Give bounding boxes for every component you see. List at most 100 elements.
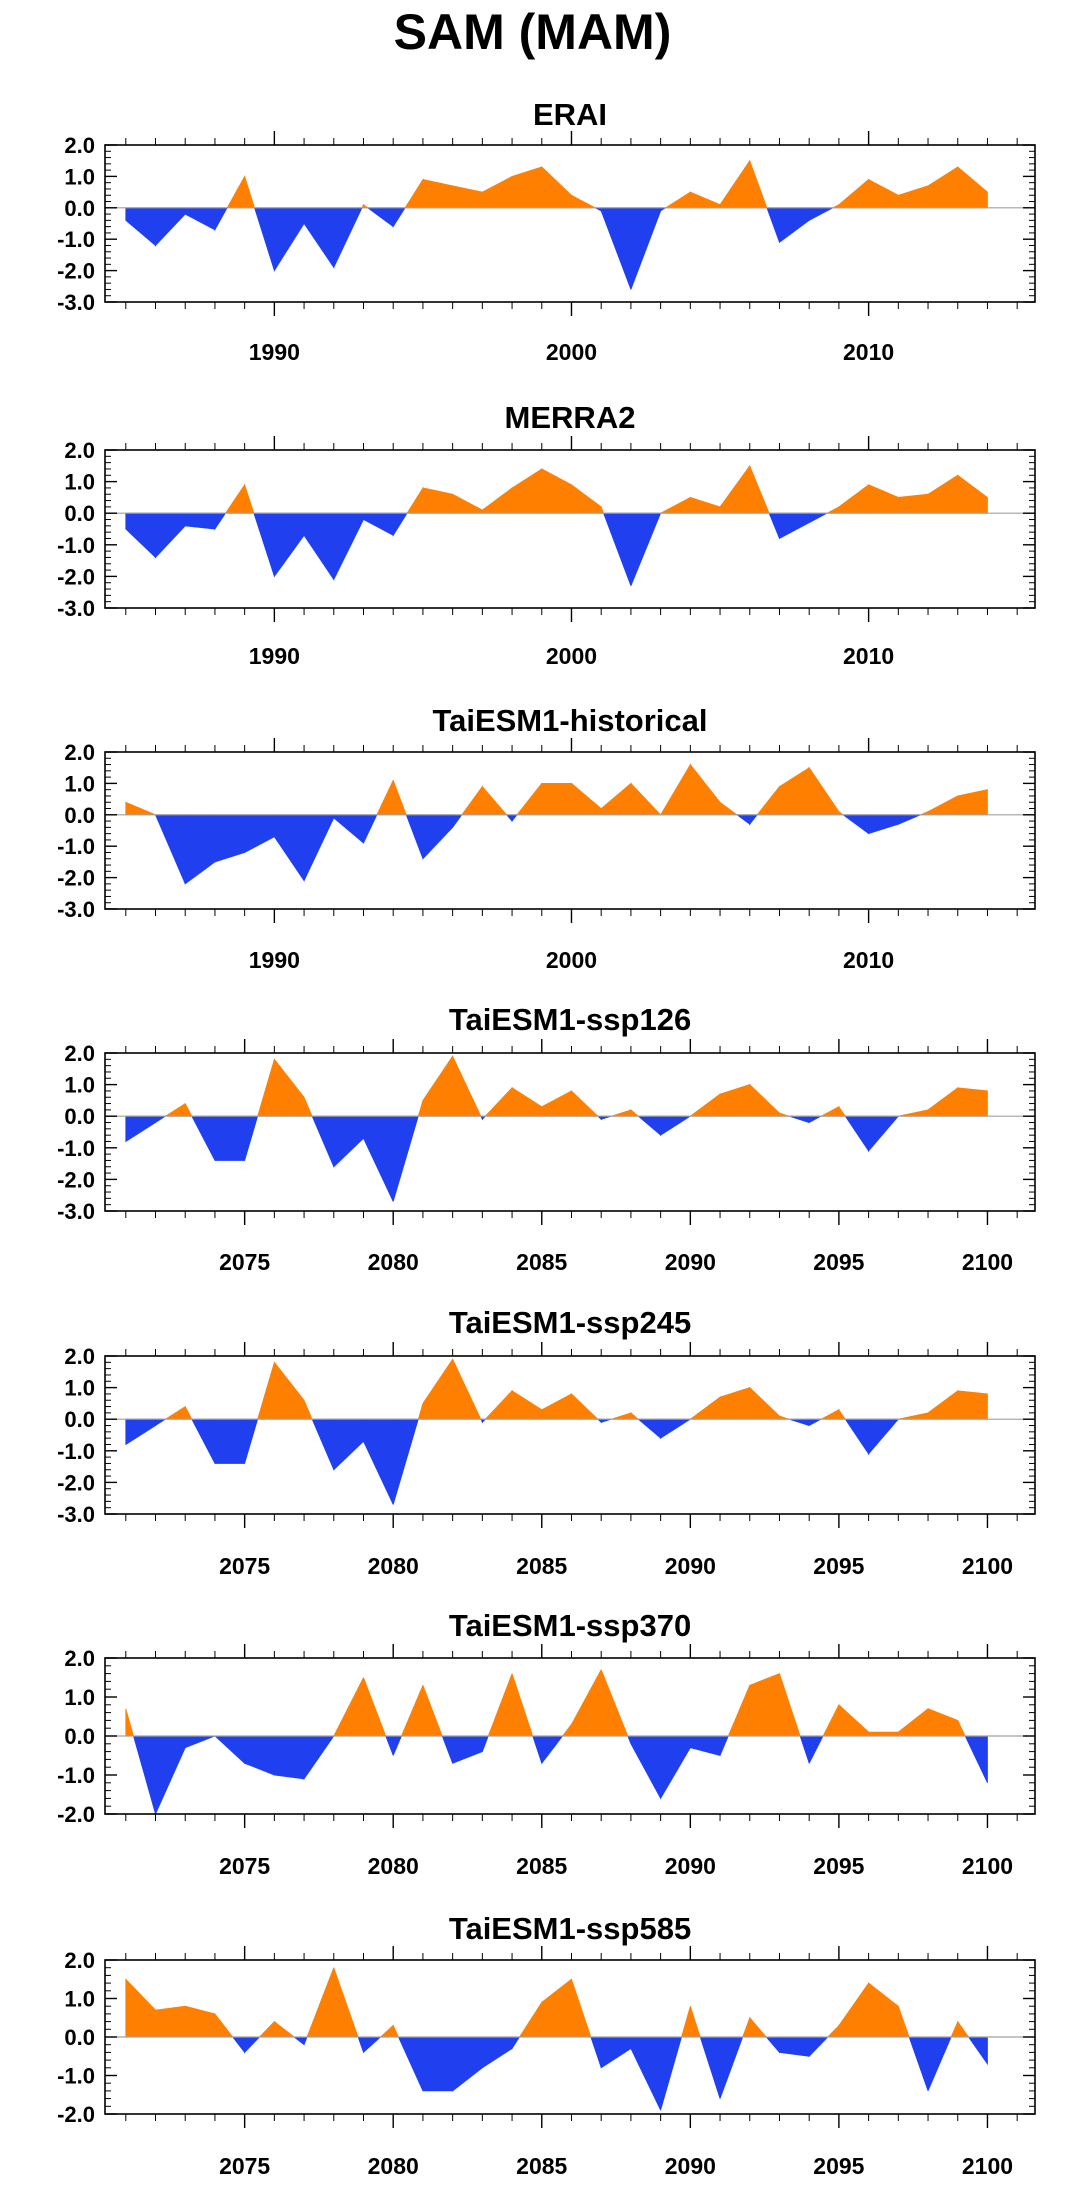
positive-area (422, 1357, 454, 1420)
x-tick-label: 2100 (962, 1853, 1013, 1879)
negative-area (735, 814, 751, 826)
x-tick-label: 2080 (368, 2153, 419, 2179)
negative-area (505, 814, 513, 823)
negative-area (637, 1418, 662, 1440)
positive-area (333, 1677, 364, 1737)
positive-area (184, 1103, 193, 1117)
positive-area (125, 1708, 135, 1737)
negative-area (766, 207, 780, 243)
negative-area (392, 1735, 403, 1756)
negative-area (214, 512, 227, 531)
negative-area (244, 814, 275, 854)
positive-area (749, 1386, 780, 1420)
positive-area (779, 766, 810, 816)
positive-area (659, 763, 691, 816)
negative-area (532, 1735, 543, 1764)
panel-3: TaiESM1-historical 2.0 1.0 0.0 -1.0 -2.0 -3.0 1… (57, 703, 1036, 973)
negative-area (789, 1115, 810, 1124)
plot-frame (104, 449, 1036, 609)
negative-area (808, 2036, 829, 2058)
negative-area (660, 1418, 692, 1439)
negative-area (749, 814, 759, 826)
x-tick-label: 2080 (368, 1553, 419, 1579)
y-tick-label: -2.0 (57, 259, 95, 284)
positive-area (749, 2016, 768, 2038)
negative-area (627, 1735, 632, 1744)
x-tick-label: 1990 (249, 339, 300, 365)
negative-area (311, 1115, 335, 1167)
negative-area (363, 814, 378, 844)
positive-area (518, 2000, 543, 2038)
negative-area (333, 1418, 364, 1471)
negative-area (841, 814, 870, 835)
positive-area (273, 2020, 296, 2038)
positive-area (957, 474, 988, 514)
positive-area (868, 484, 899, 514)
y-tick-label: 1.0 (64, 1376, 95, 1401)
positive-area (868, 1982, 899, 2038)
panel-5: TaiESM1-ssp245 2.0 1.0 0.0 -1.0 -2.0 -3.0 2075 2… (57, 1305, 1036, 1579)
positive-area (125, 1978, 156, 2038)
positive-area (822, 1704, 840, 1737)
positive-area (541, 783, 572, 816)
y-tick-label: 1.0 (64, 1685, 95, 1710)
positive-area (719, 1387, 751, 1420)
negative-area (719, 2036, 744, 2099)
positive-area (541, 1090, 572, 1117)
positive-area (689, 1396, 721, 1420)
x-tick-label: 2100 (962, 1553, 1013, 1579)
y-tick-label: -1.0 (57, 533, 95, 558)
positive-area (224, 483, 246, 514)
x-tick-label: 2085 (516, 1553, 567, 1579)
negative-area (779, 512, 810, 540)
positive-area (689, 2006, 701, 2038)
negative-area (303, 1735, 335, 1781)
y-tick-label: 1.0 (64, 771, 95, 796)
y-tick-label: 2.0 (64, 740, 95, 765)
positive-area (719, 159, 751, 209)
positive-area (600, 782, 632, 816)
positive-area (214, 2012, 234, 2038)
y-tick-label: -2.0 (57, 564, 95, 589)
negative-area (927, 2036, 952, 2092)
positive-area (927, 1708, 959, 1737)
positive-area (511, 1087, 543, 1117)
negative-area (214, 1115, 246, 1161)
negative-area (967, 2036, 988, 2066)
negative-area (808, 1418, 822, 1427)
y-tick-label: -3.0 (57, 897, 95, 922)
positive-area (600, 506, 605, 514)
negative-area (363, 1418, 394, 1505)
x-tick-label: 2090 (665, 1853, 716, 1879)
negative-area (630, 1735, 662, 1799)
positive-area (155, 2005, 186, 2038)
negative-area (303, 814, 335, 881)
positive-area (516, 782, 543, 816)
positive-area (571, 194, 596, 209)
positive-area (561, 1723, 572, 1737)
positive-area (897, 493, 929, 514)
x-tick-label: 2000 (546, 643, 597, 669)
x-tick-label: 2080 (368, 1249, 419, 1275)
y-tick-label: 0.0 (64, 1724, 95, 1749)
positive-area (749, 1083, 780, 1117)
positive-area (484, 1389, 513, 1420)
negative-area (273, 207, 305, 272)
y-tick-label: -1.0 (57, 1439, 95, 1464)
positive-area (664, 191, 691, 209)
y-tick-label: 0.0 (64, 1104, 95, 1129)
y-tick-label: -1.0 (57, 227, 95, 252)
panel-2: MERRA2 2.0 1.0 0.0 -1.0 -2.0 -3.0 1990 2000 2010 (57, 400, 1036, 669)
positive-area (422, 1054, 454, 1117)
panel-title: TaiESM1-ssp126 (449, 1002, 691, 1037)
negative-area (768, 512, 780, 539)
positive-area (749, 465, 770, 514)
positive-area (660, 496, 691, 514)
positive-area (719, 464, 751, 514)
negative-area (254, 207, 275, 271)
positive-area (306, 1967, 335, 2038)
negative-area (699, 2036, 721, 2099)
negative-area (689, 1735, 721, 1757)
